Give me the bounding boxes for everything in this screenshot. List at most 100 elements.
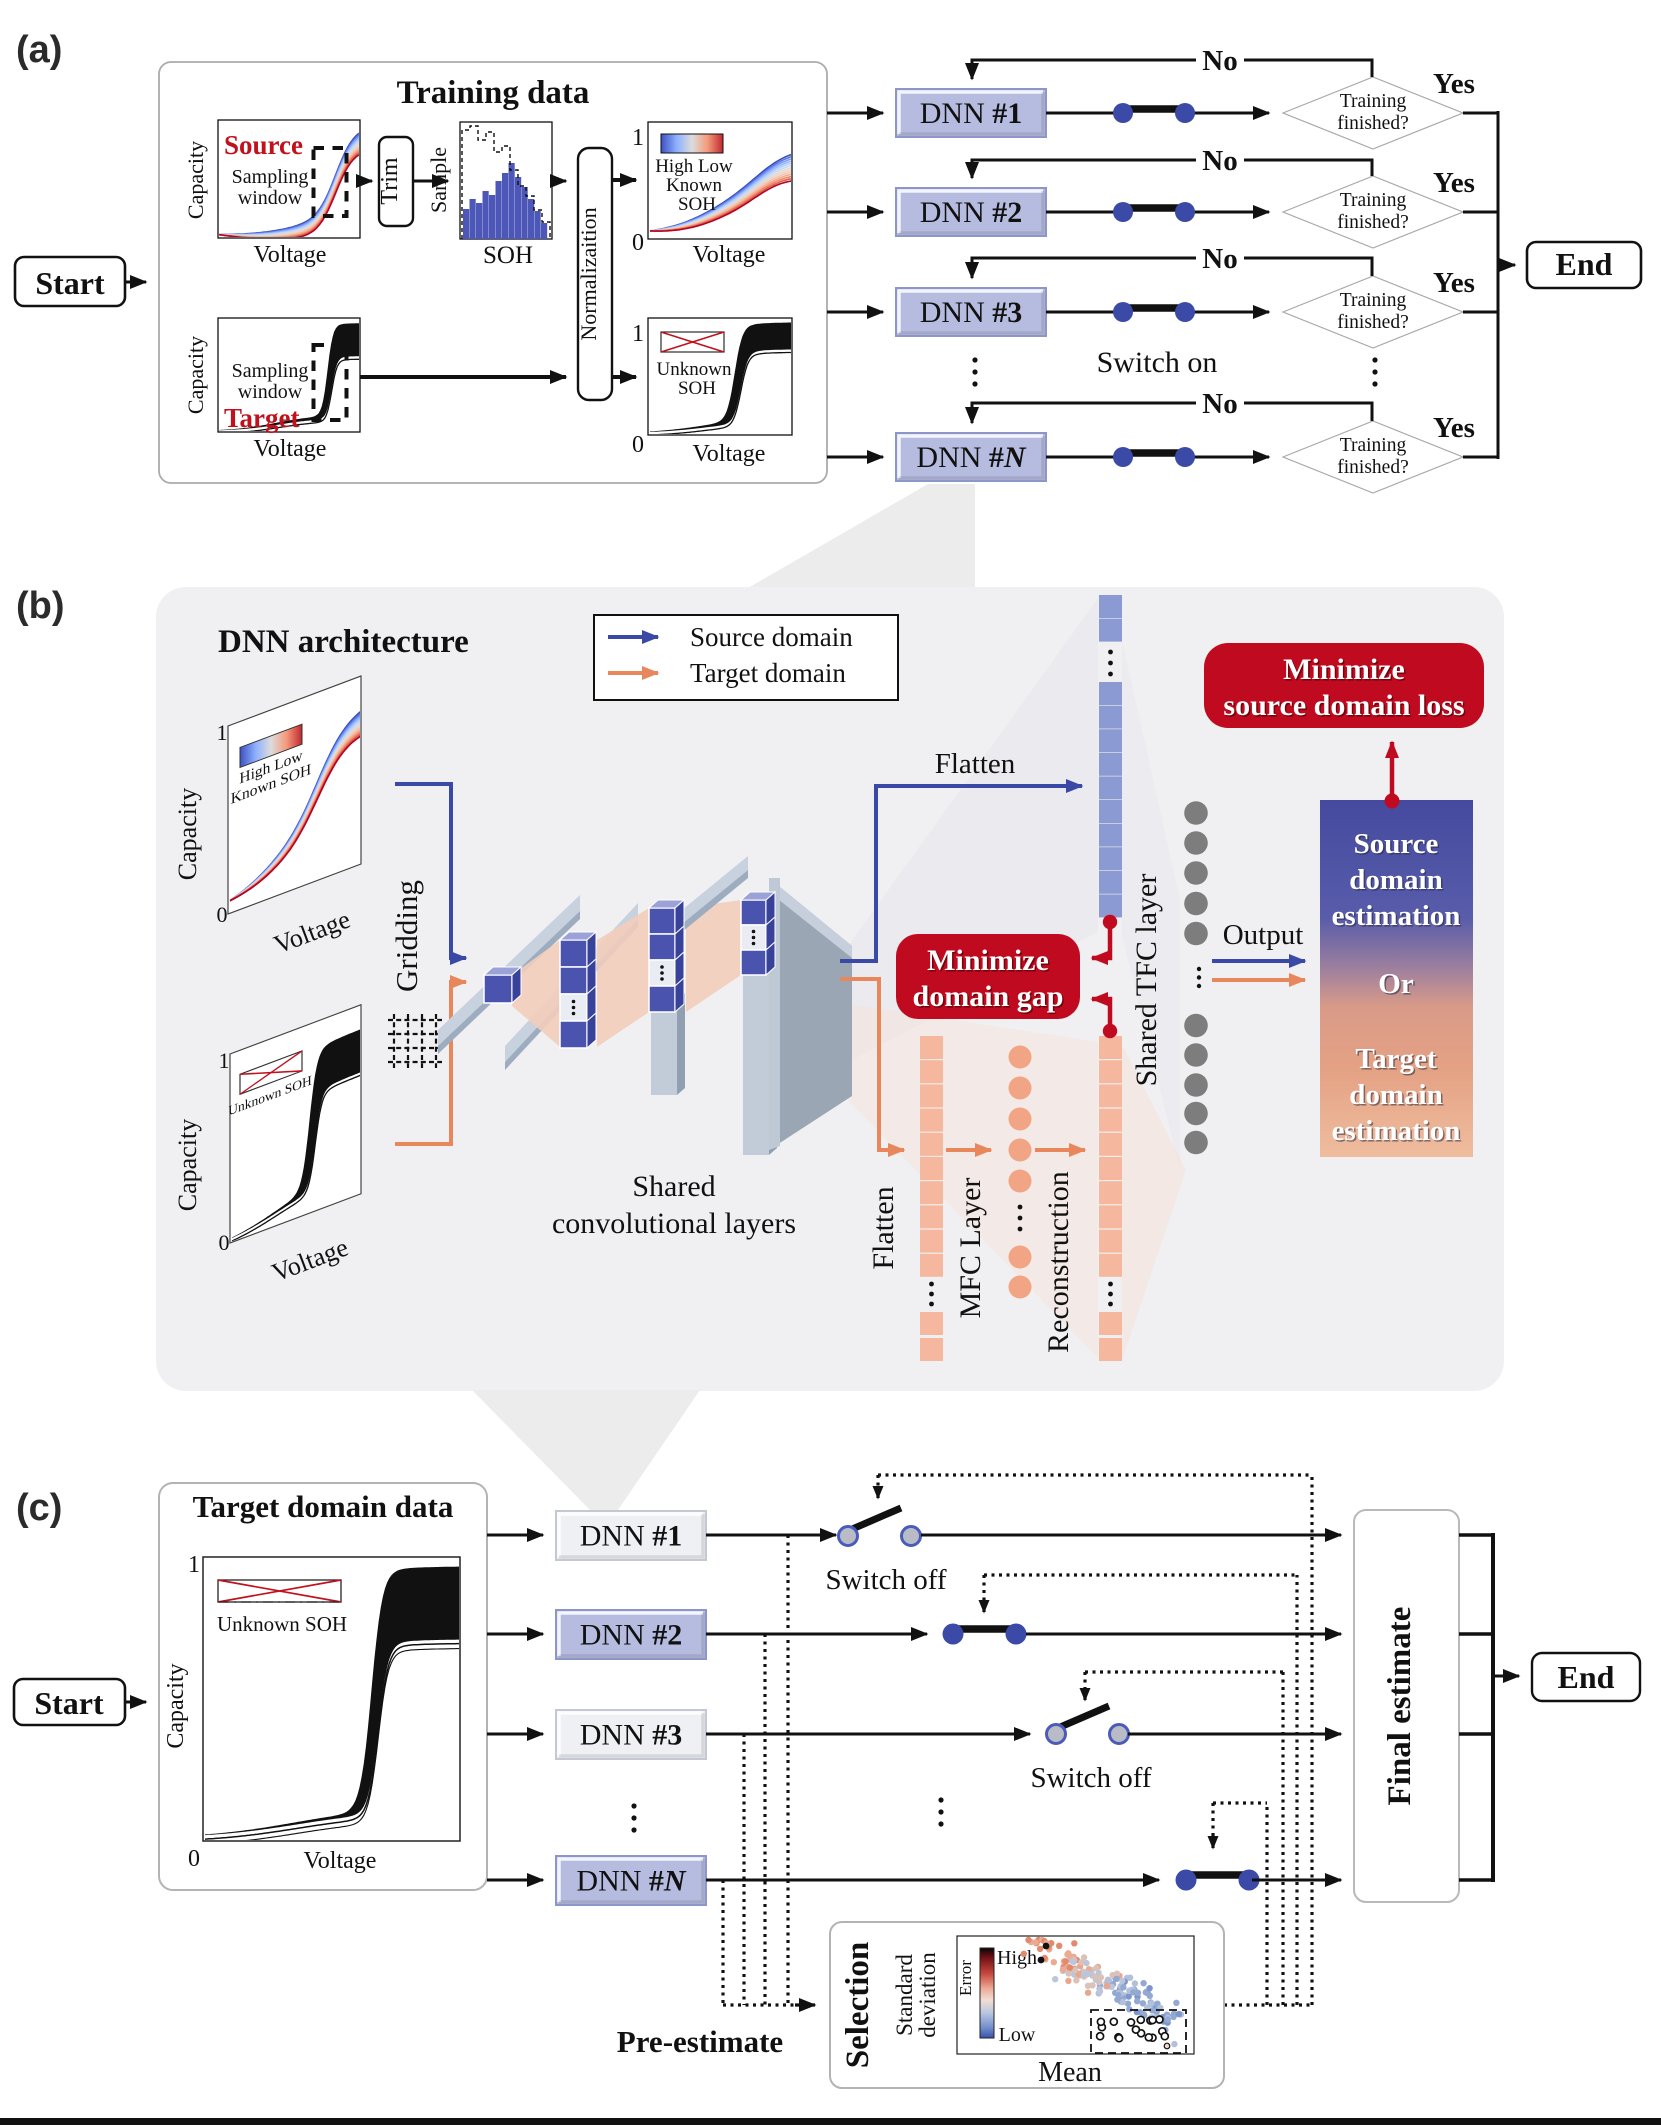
svg-text:1: 1 bbox=[217, 720, 228, 745]
svg-text:DNN #N: DNN #N bbox=[916, 441, 1027, 474]
svg-text:Training: Training bbox=[1340, 91, 1407, 112]
svg-text:Voltage: Voltage bbox=[254, 436, 327, 462]
svg-text:Sampling: Sampling bbox=[232, 360, 309, 382]
svg-text:domain: domain bbox=[1351, 866, 1444, 898]
svg-text:Voltage: Voltage bbox=[254, 242, 327, 268]
svg-text:Training data: Training data bbox=[397, 75, 590, 111]
svg-text:Source: Source bbox=[1354, 828, 1439, 860]
svg-text:Target: Target bbox=[1357, 1045, 1438, 1077]
svg-text:(b): (b) bbox=[16, 585, 65, 627]
svg-text:Voltage: Voltage bbox=[693, 441, 766, 467]
svg-text:domain gap: domain gap bbox=[913, 980, 1064, 1013]
svg-text:Training: Training bbox=[1340, 290, 1407, 311]
svg-text:Selection: Selection bbox=[840, 1942, 876, 2068]
svg-text:Training: Training bbox=[1340, 435, 1407, 456]
svg-text:Switch off: Switch off bbox=[1030, 1762, 1151, 1794]
svg-text:finished?: finished? bbox=[1337, 113, 1408, 134]
svg-text:MFC Layer: MFC Layer bbox=[954, 1178, 987, 1319]
svg-text:estimation: estimation bbox=[1332, 900, 1461, 932]
svg-text:Switch off: Switch off bbox=[825, 1564, 946, 1596]
svg-text:Capacity: Capacity bbox=[183, 141, 208, 219]
svg-text:Yes: Yes bbox=[1433, 412, 1475, 444]
svg-text:SOH: SOH bbox=[678, 194, 716, 215]
svg-text:DNN #2: DNN #2 bbox=[580, 1619, 683, 1652]
svg-text:Pre-estimate: Pre-estimate bbox=[617, 2024, 783, 2059]
svg-text:End: End bbox=[1556, 246, 1613, 282]
svg-text:source domain loss: source domain loss bbox=[1225, 691, 1466, 724]
svg-text:High Low: High Low bbox=[655, 156, 733, 177]
svg-text:0: 0 bbox=[217, 902, 228, 927]
svg-text:Capacity: Capacity bbox=[183, 336, 208, 414]
svg-text:No: No bbox=[1202, 388, 1237, 420]
svg-text:DNN architecture: DNN architecture bbox=[218, 624, 469, 660]
svg-text:Yes: Yes bbox=[1433, 267, 1475, 299]
svg-text:Target domain: Target domain bbox=[690, 658, 846, 688]
svg-text:DNN #N: DNN #N bbox=[576, 1865, 687, 1898]
svg-text:Minimize: Minimize bbox=[1283, 653, 1405, 686]
svg-text:Minimize: Minimize bbox=[929, 946, 1051, 979]
svg-text:DNN #3: DNN #3 bbox=[920, 296, 1023, 329]
svg-text:DNN #2: DNN #2 bbox=[920, 196, 1023, 229]
svg-text:0: 0 bbox=[188, 1846, 200, 1872]
svg-text:DNN #1: DNN #1 bbox=[920, 97, 1023, 130]
svg-text:Final estimate: Final estimate bbox=[1382, 1607, 1418, 1806]
svg-text:SOH: SOH bbox=[678, 378, 716, 399]
svg-text:window: window bbox=[238, 381, 303, 403]
svg-text:Voltage: Voltage bbox=[693, 242, 766, 268]
svg-text:finished?: finished? bbox=[1337, 212, 1408, 233]
svg-text:1: 1 bbox=[632, 321, 644, 347]
svg-text:Minimize: Minimize bbox=[1285, 655, 1407, 688]
svg-text:domain: domain bbox=[1349, 864, 1442, 896]
svg-text:DNN #3: DNN #3 bbox=[580, 1719, 683, 1752]
svg-text:(a): (a) bbox=[16, 29, 62, 71]
svg-text:Output: Output bbox=[1223, 919, 1304, 951]
svg-text:DNN #1: DNN #1 bbox=[580, 1520, 683, 1553]
svg-text:Shared TFC layer: Shared TFC layer bbox=[1130, 874, 1163, 1087]
svg-text:1: 1 bbox=[188, 1552, 200, 1578]
svg-text:0: 0 bbox=[219, 1230, 230, 1255]
svg-text:window: window bbox=[238, 187, 303, 209]
svg-text:Low: Low bbox=[999, 2024, 1036, 2046]
svg-text:Sampling: Sampling bbox=[232, 166, 309, 188]
svg-text:Flatten: Flatten bbox=[867, 1186, 900, 1269]
svg-text:Source domain: Source domain bbox=[690, 622, 853, 652]
svg-text:domain gap: domain gap bbox=[914, 982, 1065, 1015]
svg-text:domain: domain bbox=[1349, 1079, 1442, 1111]
svg-text:0: 0 bbox=[632, 432, 644, 458]
svg-text:domain: domain bbox=[1351, 1081, 1444, 1113]
svg-text:SOH: SOH bbox=[483, 242, 533, 269]
svg-text:No: No bbox=[1202, 145, 1237, 177]
svg-text:Capacity: Capacity bbox=[173, 788, 202, 880]
svg-text:Start: Start bbox=[34, 1685, 104, 1721]
svg-text:Target: Target bbox=[1355, 1043, 1436, 1075]
svg-text:estimation: estimation bbox=[1333, 1117, 1462, 1149]
svg-text:Yes: Yes bbox=[1433, 167, 1475, 199]
svg-text:finished?: finished? bbox=[1337, 312, 1408, 333]
svg-text:Or: Or bbox=[1378, 968, 1414, 1000]
svg-text:Capacity: Capacity bbox=[163, 1663, 189, 1748]
svg-text:Start: Start bbox=[35, 265, 105, 301]
svg-text:estimation: estimation bbox=[1333, 902, 1462, 934]
svg-text:Minimize: Minimize bbox=[927, 944, 1049, 977]
svg-text:Source: Source bbox=[1355, 830, 1440, 862]
svg-text:Switch on: Switch on bbox=[1097, 346, 1218, 379]
svg-text:Gridding: Gridding bbox=[389, 880, 424, 992]
svg-text:(c): (c) bbox=[16, 1487, 62, 1529]
svg-text:1: 1 bbox=[219, 1048, 230, 1073]
svg-text:High: High bbox=[997, 1947, 1037, 1969]
svg-text:1: 1 bbox=[632, 125, 644, 151]
svg-text:Unknown: Unknown bbox=[657, 359, 732, 380]
svg-text:Target: Target bbox=[224, 403, 300, 433]
svg-text:Voltage: Voltage bbox=[304, 1848, 377, 1874]
svg-text:No: No bbox=[1202, 243, 1237, 275]
svg-text:No: No bbox=[1202, 45, 1237, 77]
svg-text:Sample: Sample bbox=[426, 147, 451, 213]
svg-text:Capacity: Capacity bbox=[173, 1119, 202, 1211]
svg-text:End: End bbox=[1558, 1659, 1615, 1695]
svg-text:Normalizaition: Normalizaition bbox=[576, 207, 601, 340]
svg-text:Reconstruction: Reconstruction bbox=[1042, 1171, 1075, 1353]
svg-text:Unknown SOH: Unknown SOH bbox=[217, 1612, 347, 1636]
svg-text:finished?: finished? bbox=[1337, 457, 1408, 478]
svg-text:Trim: Trim bbox=[377, 157, 403, 204]
svg-text:Or: Or bbox=[1380, 970, 1416, 1002]
